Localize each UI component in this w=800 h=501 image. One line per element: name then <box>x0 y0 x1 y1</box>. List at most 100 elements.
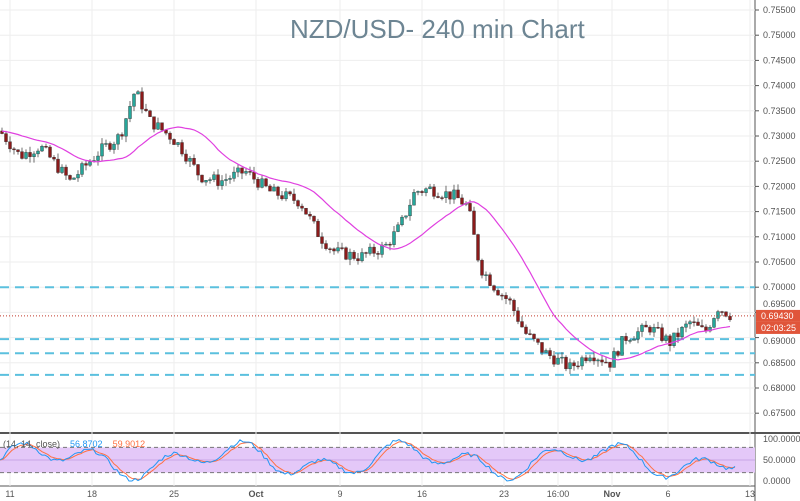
candle <box>728 316 732 321</box>
candle <box>596 359 600 362</box>
countdown-badge <box>756 321 800 334</box>
candle <box>296 200 300 207</box>
y-tick-label: 0.69000 <box>763 336 796 346</box>
candle <box>252 171 256 180</box>
candle <box>552 355 556 365</box>
candle <box>272 186 276 192</box>
candle <box>608 361 612 368</box>
candle <box>0 130 4 134</box>
candle <box>648 326 652 333</box>
oscillator-k-line <box>0 439 736 482</box>
x-tick-label: Oct <box>248 489 263 499</box>
oscillator-y-tick-label: 50.0000 <box>763 455 796 465</box>
chart-title: NZD/USD- 240 min Chart <box>290 14 585 44</box>
candle <box>520 321 524 328</box>
y-tick-label: 0.74500 <box>763 55 796 65</box>
candle <box>492 285 496 291</box>
candle <box>688 321 692 325</box>
candle <box>600 359 604 363</box>
candle <box>300 205 304 209</box>
candle <box>96 155 100 161</box>
y-tick-label: 0.74000 <box>763 81 796 91</box>
countdown-label: 02:03:25 <box>761 323 796 333</box>
candle <box>692 321 696 323</box>
candle <box>228 178 232 180</box>
candle <box>572 362 576 367</box>
candle <box>152 116 156 130</box>
candle <box>452 189 456 200</box>
candle <box>52 157 56 160</box>
candle <box>436 196 440 198</box>
candle <box>428 186 432 189</box>
candle <box>248 171 252 173</box>
candle <box>476 234 480 261</box>
candle <box>348 251 352 260</box>
y-tick-label: 0.75000 <box>763 30 796 40</box>
candle <box>8 141 12 150</box>
candle <box>240 167 244 174</box>
candle <box>700 325 704 328</box>
candle <box>172 139 176 145</box>
candle <box>148 110 152 117</box>
x-tick-label: 23 <box>499 489 509 499</box>
candle <box>496 290 500 296</box>
candle <box>4 133 8 142</box>
candle <box>412 192 416 206</box>
candle <box>408 204 412 217</box>
candle <box>680 327 684 338</box>
candle <box>220 180 224 186</box>
y-tick-label: 0.72500 <box>763 156 796 166</box>
candle <box>472 210 476 235</box>
candle <box>108 143 112 150</box>
candle <box>696 321 700 326</box>
candle <box>404 215 408 218</box>
candle <box>376 253 380 255</box>
candle <box>588 357 592 362</box>
candle <box>244 171 248 174</box>
candle <box>112 143 116 150</box>
candle <box>440 197 444 199</box>
candle <box>276 186 280 196</box>
candle <box>44 146 48 148</box>
x-tick-label: 16:00 <box>547 489 570 499</box>
candle <box>20 151 24 159</box>
candle <box>84 163 88 166</box>
candle <box>128 106 132 119</box>
candle <box>576 365 580 368</box>
candle <box>48 146 52 158</box>
candle <box>632 338 636 341</box>
candle <box>584 357 588 362</box>
candle <box>124 118 128 137</box>
candle <box>140 91 144 110</box>
y-tick-label: 0.69500 <box>763 299 796 309</box>
y-tick-label: 0.75500 <box>763 5 796 15</box>
candle <box>304 207 308 215</box>
candle <box>480 259 484 276</box>
candle <box>340 247 344 249</box>
candle <box>200 174 204 183</box>
candle <box>424 188 428 193</box>
candle <box>420 191 424 193</box>
candle <box>672 332 676 346</box>
candle <box>568 362 572 370</box>
candle <box>64 166 68 176</box>
candle <box>56 158 60 173</box>
candle <box>636 331 640 340</box>
candle <box>312 215 316 222</box>
candle <box>324 243 328 249</box>
candle <box>192 157 196 165</box>
candle <box>180 142 184 155</box>
candle <box>196 164 200 176</box>
candle <box>540 342 544 353</box>
candle <box>628 340 632 342</box>
candle <box>212 174 216 180</box>
y-tick-label: 0.70000 <box>763 282 796 292</box>
candle <box>640 324 644 332</box>
candle <box>40 146 44 152</box>
candle <box>460 197 464 205</box>
candle <box>176 142 180 145</box>
candle <box>256 179 260 188</box>
candle <box>508 298 512 301</box>
x-tick-label: 9 <box>337 489 342 499</box>
